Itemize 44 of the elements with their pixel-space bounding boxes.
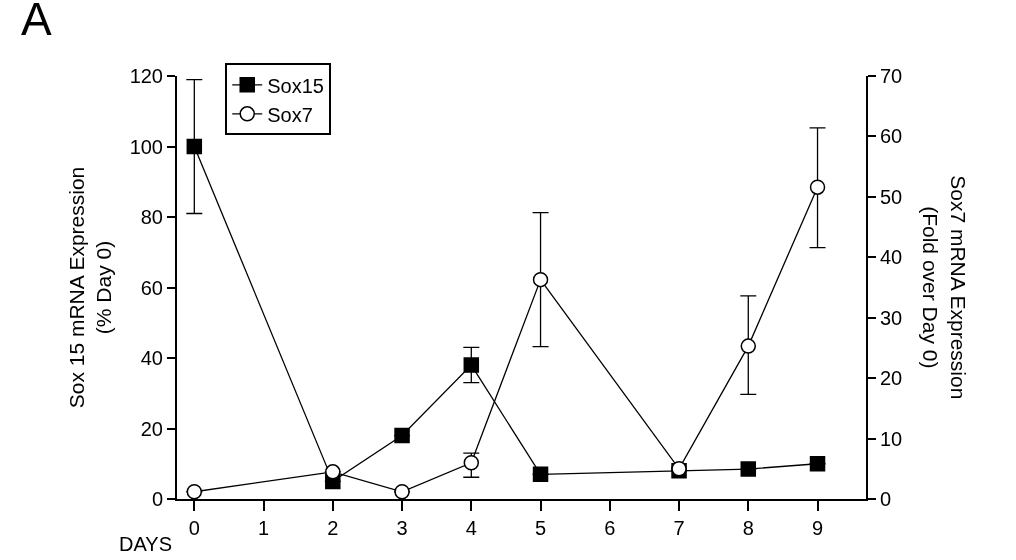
x-tick-label: 0 xyxy=(188,517,200,539)
x-tick-label: 9 xyxy=(811,517,824,539)
x-tick-label: 6 xyxy=(604,517,616,539)
y2-tick-label: 70 xyxy=(880,65,903,87)
legend-label: Sox15 xyxy=(267,74,324,97)
y-tick-label: 100 xyxy=(129,135,163,158)
y2-tick-label: 10 xyxy=(880,427,903,450)
point xyxy=(809,456,826,472)
y-tick-label: 80 xyxy=(140,206,163,228)
y2-tick-label: 20 xyxy=(880,367,903,390)
point xyxy=(463,357,480,373)
y2-tick-label: 0 xyxy=(880,488,892,510)
y2-tick-label: 30 xyxy=(880,306,903,329)
x-tick-label: 3 xyxy=(396,517,408,539)
point xyxy=(740,461,757,477)
x-tick-label: 2 xyxy=(327,517,339,539)
point xyxy=(394,484,410,500)
point xyxy=(325,464,341,480)
y-axis-title: Sox 15 mRNA Expression (% Day 0) xyxy=(64,166,116,409)
x-tick-label: 8 xyxy=(742,517,754,539)
x-tick-label: 1 xyxy=(258,517,270,539)
point xyxy=(532,271,549,288)
y2-tick-label: 50 xyxy=(880,185,903,208)
text: A xyxy=(21,0,52,45)
y-tick-label: 0 xyxy=(151,488,163,510)
point xyxy=(186,484,203,500)
x-axis-title: DAYS xyxy=(119,533,172,555)
y2-tick-label: 60 xyxy=(880,125,903,148)
point xyxy=(740,338,757,354)
point xyxy=(394,427,410,444)
x-tick-label: 7 xyxy=(673,517,685,539)
x-tick-label: 5 xyxy=(534,517,547,539)
y-tick-label: 120 xyxy=(129,65,163,87)
legend-label: Sox7 xyxy=(267,103,313,126)
point xyxy=(463,454,480,471)
y-tick-label: 40 xyxy=(140,347,163,369)
y2-axis-title: Sox7 mRNA Expression (Fold over Day 0) xyxy=(919,175,970,400)
point xyxy=(809,179,826,195)
y-tick-label: 60 xyxy=(140,276,163,299)
y2-tick-label: 40 xyxy=(880,246,903,269)
point xyxy=(532,466,549,483)
point xyxy=(186,138,203,155)
y-tick-label: 20 xyxy=(140,417,163,440)
x-tick-label: 4 xyxy=(465,517,477,539)
